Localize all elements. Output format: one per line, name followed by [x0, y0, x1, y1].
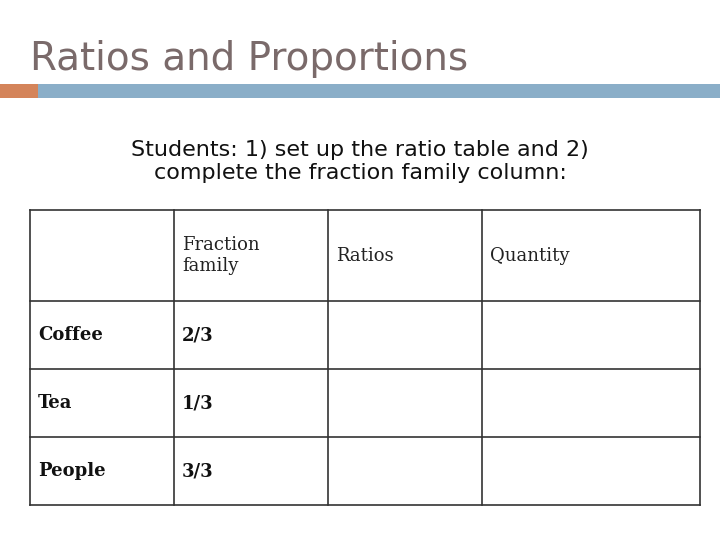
Text: Ratios and Proportions: Ratios and Proportions	[30, 40, 468, 78]
Text: Tea: Tea	[38, 394, 73, 412]
Text: Fraction
family: Fraction family	[182, 237, 260, 275]
Bar	[38, 84, 720, 98]
Text: Ratios: Ratios	[336, 247, 394, 265]
Text: Quantity: Quantity	[490, 247, 570, 265]
Text: 3/3: 3/3	[182, 462, 214, 480]
Text: Coffee: Coffee	[38, 326, 103, 345]
Text: 1/3: 1/3	[182, 394, 214, 412]
Text: Students: 1) set up the ratio table and 2)
complete the fraction family column:: Students: 1) set up the ratio table and …	[131, 140, 589, 183]
Text: People: People	[38, 462, 106, 480]
Bar	[0, 84, 38, 98]
Text: 2/3: 2/3	[182, 326, 214, 345]
